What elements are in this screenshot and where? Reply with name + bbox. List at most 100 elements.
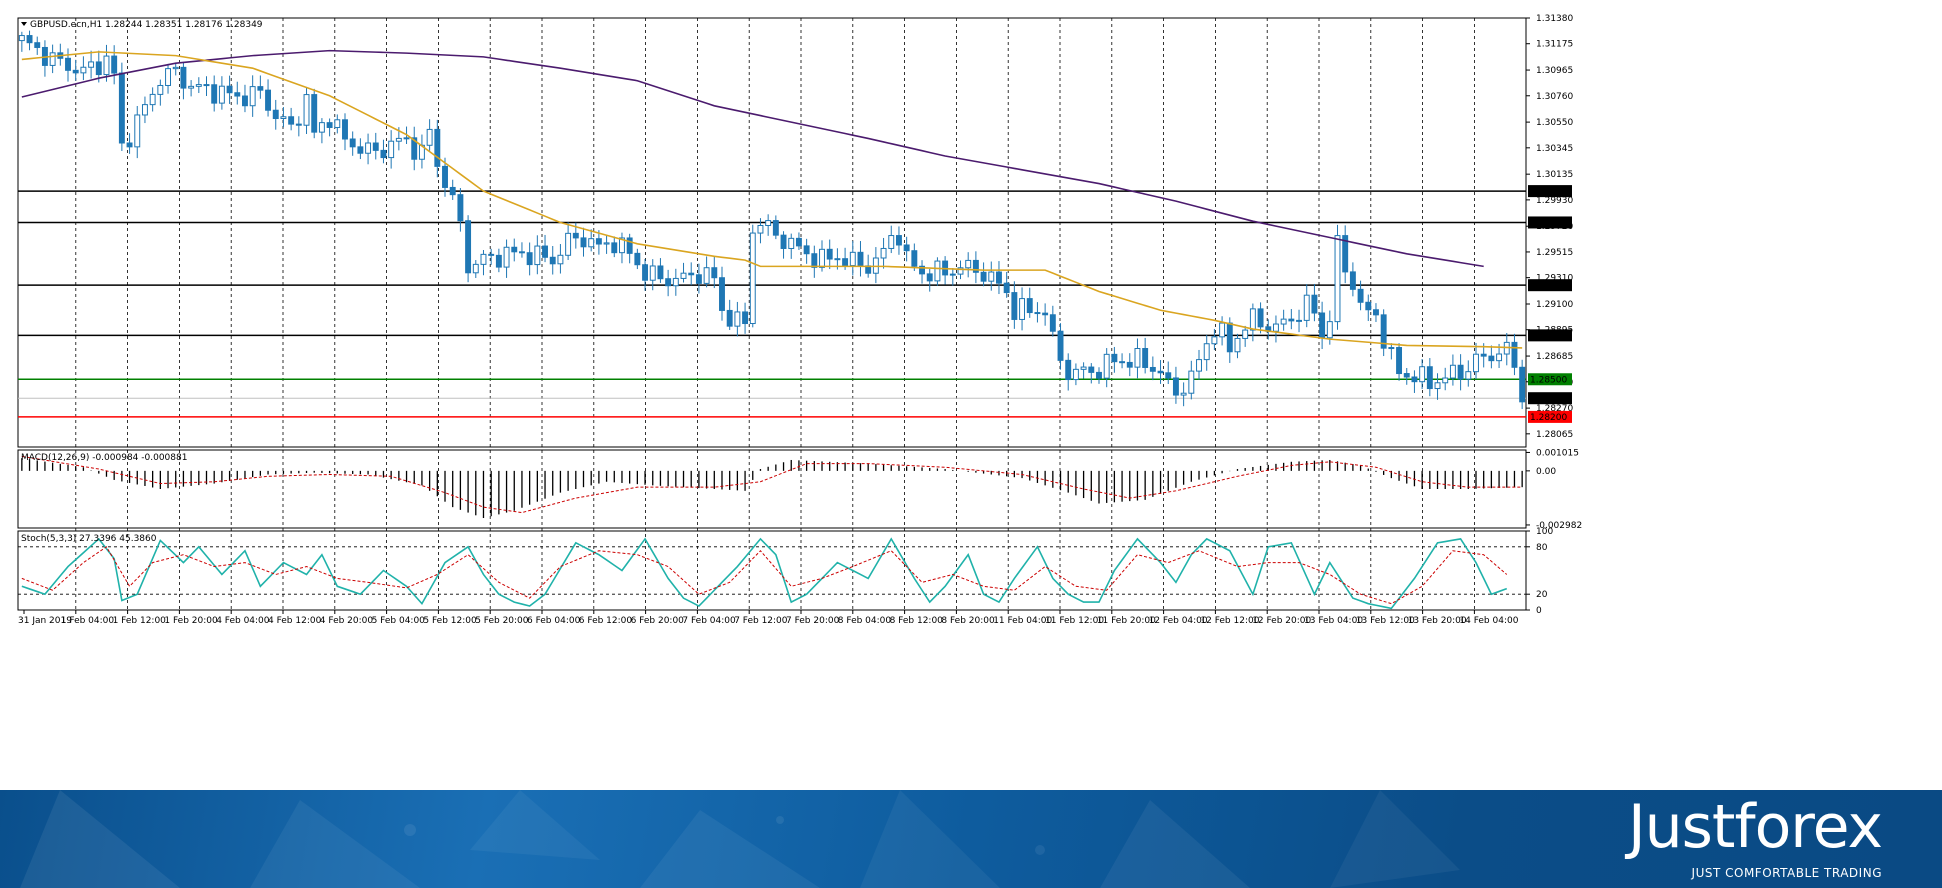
candle-down [1034, 312, 1041, 315]
candle-down [326, 122, 333, 128]
macd-tick-label: 0.00 [1536, 467, 1556, 477]
candle-down [772, 220, 779, 236]
x-axis-label: 5 Feb 12:00 [423, 616, 477, 626]
price-tick-label: 1.28065 [1536, 430, 1573, 440]
price-tick-label: 1.29100 [1536, 300, 1573, 310]
x-axis-label: 4 Feb 12:00 [268, 616, 322, 626]
price-tick-label: 1.30135 [1536, 170, 1573, 180]
candle-up [403, 137, 410, 140]
price-level-label: 1.29250 [1530, 281, 1567, 291]
candle-down [1319, 312, 1326, 339]
candle-up [680, 272, 687, 279]
candle-up [1272, 323, 1279, 332]
candle-down [1357, 288, 1364, 303]
candle-up [672, 277, 679, 287]
candle-down [180, 66, 187, 89]
candle-down [795, 237, 802, 247]
candle-down [1480, 353, 1487, 357]
price-tick-label: 1.31175 [1536, 40, 1573, 50]
macd-signal-line [21, 455, 1523, 514]
candle-down [495, 254, 502, 268]
macd-panel-frame [17, 449, 1527, 529]
candle-up [949, 273, 956, 276]
x-axis-label: 4 Feb 20:00 [320, 616, 374, 626]
candle-up [1242, 329, 1249, 339]
candle-up [503, 246, 510, 268]
candle-up [588, 238, 595, 248]
candle-down [911, 250, 918, 267]
candle-down [1065, 359, 1072, 381]
candle-down [1049, 314, 1056, 332]
price-level-tag [1528, 410, 1572, 423]
candle-down [265, 89, 272, 111]
price-tick-label: 1.30965 [1536, 66, 1573, 76]
candle-up [49, 52, 56, 66]
candle-down [65, 57, 71, 71]
candle-down [542, 245, 548, 258]
candle-down [111, 55, 118, 74]
candle-down [826, 248, 833, 260]
candle-down [1349, 271, 1356, 290]
candle-down [1457, 364, 1464, 380]
price-level-tag [1528, 216, 1572, 229]
macd-tick-label: -0.002982 [1536, 521, 1582, 531]
candle-down [349, 138, 356, 148]
candle-down [1088, 366, 1095, 373]
x-axis-label: 12 Feb 12:00 [1200, 616, 1259, 626]
candle-up [557, 254, 564, 265]
candle-down [72, 69, 79, 74]
candle-up [957, 267, 964, 275]
candle-up [765, 220, 772, 226]
candle-up [195, 84, 202, 87]
stoch-tick-label: 20 [1536, 590, 1548, 600]
brand-tagline: JUST COMFORTABLE TRADING [1691, 866, 1882, 880]
price-level-label: 1.28500 [1530, 375, 1567, 385]
candle-down [726, 309, 733, 327]
candle-down [688, 272, 695, 276]
candle-up [1249, 308, 1256, 331]
candle-down [895, 235, 902, 246]
candle-down [234, 92, 241, 97]
candle-up [849, 251, 856, 267]
stoch-signal-line [21, 546, 1508, 605]
banner-decoration [20, 790, 1460, 888]
candle-up [1496, 353, 1503, 362]
candle-down [1226, 322, 1233, 353]
candle-up [1080, 366, 1087, 370]
candle-down [311, 94, 318, 133]
candle-up [888, 235, 895, 249]
moving-average-slow [21, 49, 1484, 268]
candle-down [811, 253, 818, 268]
price-chart-title: GBPUSD.ecn,H1 1.28244 1.28351 1.28176 1.… [30, 20, 263, 30]
price-level-tag [1528, 185, 1572, 198]
candle-up [603, 242, 610, 245]
brand-banner: Justforex JUST COMFORTABLE TRADING [0, 790, 1942, 888]
candle-down [226, 85, 233, 94]
candle-down [1003, 282, 1010, 294]
candle-up [834, 258, 841, 261]
x-axis-label: 1 Feb 04:00 [61, 616, 115, 626]
x-axis-label: 12 Feb 04:00 [1149, 616, 1208, 626]
candle-up [1442, 377, 1449, 384]
x-axis-label: 13 Feb 20:00 [1408, 616, 1467, 626]
candle-up [1388, 347, 1395, 350]
x-axis-label: 1 Feb 12:00 [113, 616, 167, 626]
candle-down [34, 42, 41, 48]
trading-chart: 31 Jan 2019 1 Feb 04:00 1 Feb 12:00 1 Feb 2… [17, 14, 1582, 626]
stoch-tick-label: 100 [1536, 527, 1553, 537]
candle-up [819, 248, 825, 268]
x-axis-label: 6 Feb 12:00 [579, 616, 633, 626]
x-axis-label: 8 Feb 20:00 [941, 616, 995, 626]
candle-down [372, 142, 379, 151]
price-tick-label: 1.30550 [1536, 118, 1573, 128]
x-axis-label: 4 Feb 04:00 [216, 616, 270, 626]
candle-down [1257, 308, 1264, 328]
candle-down [1011, 292, 1018, 320]
candle-up [280, 116, 287, 120]
candle-up [249, 86, 256, 107]
candle-up [934, 260, 941, 282]
candle-up [149, 93, 156, 106]
candle-down [257, 86, 264, 91]
candle-down [1119, 361, 1126, 364]
price-tick-label: 1.30345 [1536, 144, 1573, 154]
